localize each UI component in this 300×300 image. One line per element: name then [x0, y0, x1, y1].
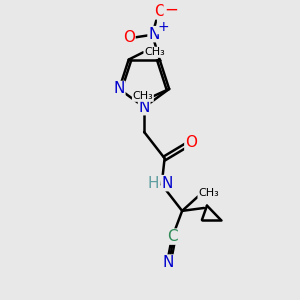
- Text: O: O: [154, 4, 166, 19]
- Text: CH₃: CH₃: [198, 188, 219, 198]
- Text: O: O: [185, 135, 197, 150]
- Text: C: C: [167, 229, 178, 244]
- Text: O: O: [123, 30, 135, 45]
- Text: CH₃: CH₃: [133, 91, 153, 101]
- Text: −: −: [164, 0, 178, 18]
- Text: N: N: [163, 255, 174, 270]
- Text: N: N: [161, 176, 172, 190]
- Text: +: +: [158, 20, 169, 34]
- Text: N: N: [113, 82, 125, 97]
- Text: N: N: [148, 27, 160, 42]
- Text: CH₃: CH₃: [144, 47, 165, 57]
- Text: H: H: [148, 176, 159, 190]
- Text: N: N: [139, 100, 150, 115]
